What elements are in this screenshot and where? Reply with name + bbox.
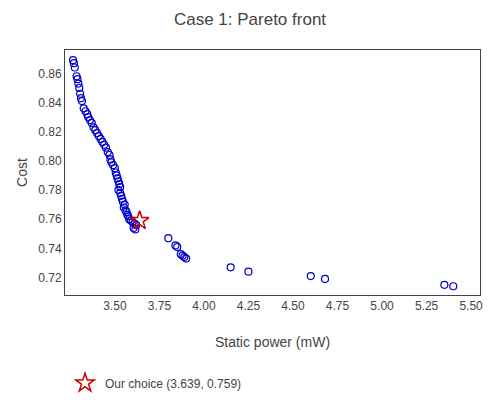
svg-text:Case 1: Pareto front: Case 1: Pareto front xyxy=(174,10,326,29)
svg-text:Cost: Cost xyxy=(14,158,30,187)
svg-text:3.50: 3.50 xyxy=(103,299,127,313)
svg-text:0.80: 0.80 xyxy=(38,154,62,168)
svg-text:4.75: 4.75 xyxy=(326,299,350,313)
svg-text:3.75: 3.75 xyxy=(148,299,172,313)
svg-text:5.00: 5.00 xyxy=(370,299,394,313)
svg-text:5.25: 5.25 xyxy=(415,299,439,313)
svg-text:Our choice (3.639, 0.759): Our choice (3.639, 0.759) xyxy=(105,377,241,391)
svg-text:Static power (mW): Static power (mW) xyxy=(215,334,330,350)
svg-text:5.50: 5.50 xyxy=(459,299,483,313)
svg-text:0.76: 0.76 xyxy=(38,212,62,226)
svg-text:0.84: 0.84 xyxy=(38,96,62,110)
svg-text:0.82: 0.82 xyxy=(38,125,62,139)
svg-text:4.25: 4.25 xyxy=(237,299,261,313)
svg-text:4.00: 4.00 xyxy=(192,299,216,313)
svg-text:0.74: 0.74 xyxy=(38,242,62,256)
svg-text:0.72: 0.72 xyxy=(38,271,62,285)
svg-text:4.50: 4.50 xyxy=(281,299,305,313)
svg-text:0.78: 0.78 xyxy=(38,183,62,197)
svg-text:0.86: 0.86 xyxy=(38,67,62,81)
